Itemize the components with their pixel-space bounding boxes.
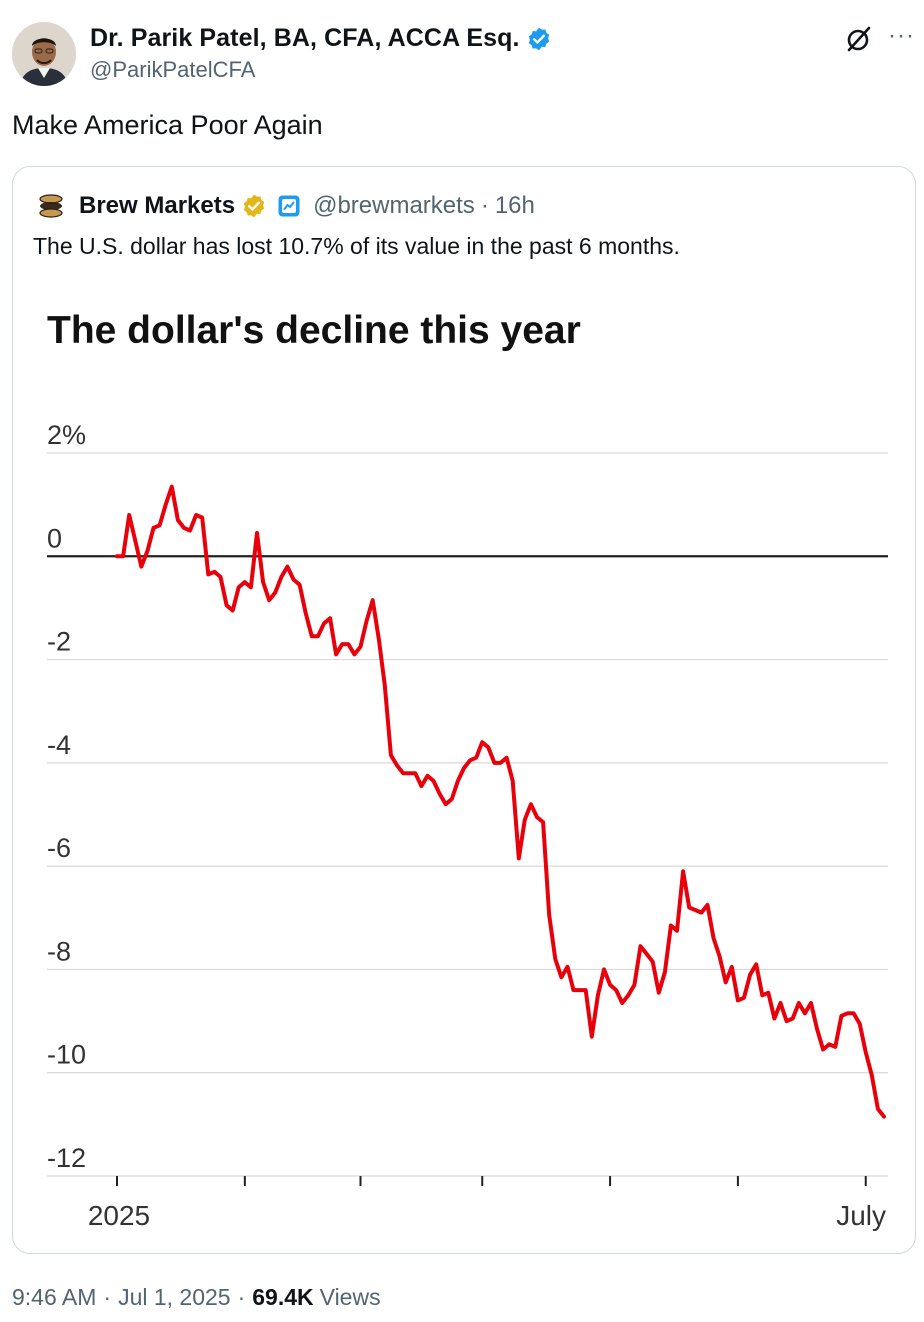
quoted-tweet-card[interactable]: Brew Markets @brewmarkets · 16h The U.S.… — [12, 166, 916, 1254]
y-tick-label: -12 — [47, 1143, 86, 1173]
affiliate-badge-icon[interactable] — [277, 194, 301, 218]
author-avatar[interactable] — [12, 22, 76, 86]
quoted-tweet-header: Brew Markets @brewmarkets · 16h — [33, 188, 535, 224]
quoted-author-name[interactable]: Brew Markets — [79, 192, 236, 219]
y-tick-label: -4 — [47, 730, 71, 760]
y-tick-label: 2% — [47, 420, 86, 450]
tweet-date[interactable]: Jul 1, 2025 — [118, 1284, 231, 1310]
x-tick-label: July — [836, 1200, 886, 1231]
author-handle[interactable]: @ParikPatelCFA — [90, 57, 256, 82]
x-tick-label: 2025 — [88, 1200, 150, 1231]
y-tick-label: -8 — [47, 936, 71, 966]
chart-title: The dollar's decline this year — [47, 309, 581, 352]
quoted-author-handle[interactable]: @brewmarkets — [313, 192, 475, 219]
author-name-row: Dr. Parik Patel, BA, CFA, ACCA Esq. — [90, 24, 552, 53]
series-line — [115, 484, 886, 1119]
quoted-tweet-time[interactable]: 16h — [494, 192, 535, 219]
author-display-name[interactable]: Dr. Parik Patel, BA, CFA, ACCA Esq. — [90, 24, 520, 52]
separator-dot: · — [103, 1284, 112, 1310]
tweet-time[interactable]: 9:46 AM — [12, 1284, 97, 1310]
separator-dot: · — [480, 192, 489, 219]
separator-dot: · — [237, 1284, 246, 1310]
views-count[interactable]: 69.4K — [252, 1284, 314, 1310]
dollar-decline-chart[interactable]: The dollar's decline this year 2% 0 -2 -4 -6… — [13, 167, 915, 1253]
y-tick-label: 0 — [47, 523, 62, 553]
tweet-text: Make America Poor Again — [12, 110, 323, 140]
tweet-footer: 9:46 AM · Jul 1, 2025 · 69.4K Views — [12, 1284, 381, 1311]
more-options-icon[interactable]: ··· — [888, 22, 915, 49]
y-tick-label: -6 — [47, 833, 71, 863]
quoted-author-avatar[interactable] — [33, 188, 69, 224]
quoted-tweet-text: The U.S. dollar has lost 10.7% of its va… — [33, 233, 680, 259]
verified-badge-icon[interactable] — [526, 26, 552, 52]
grok-icon[interactable] — [844, 24, 874, 54]
gold-verified-badge-icon[interactable] — [241, 193, 267, 219]
y-tick-label: -10 — [47, 1040, 86, 1070]
views-label: Views — [319, 1284, 381, 1310]
y-tick-label: -2 — [47, 627, 71, 657]
